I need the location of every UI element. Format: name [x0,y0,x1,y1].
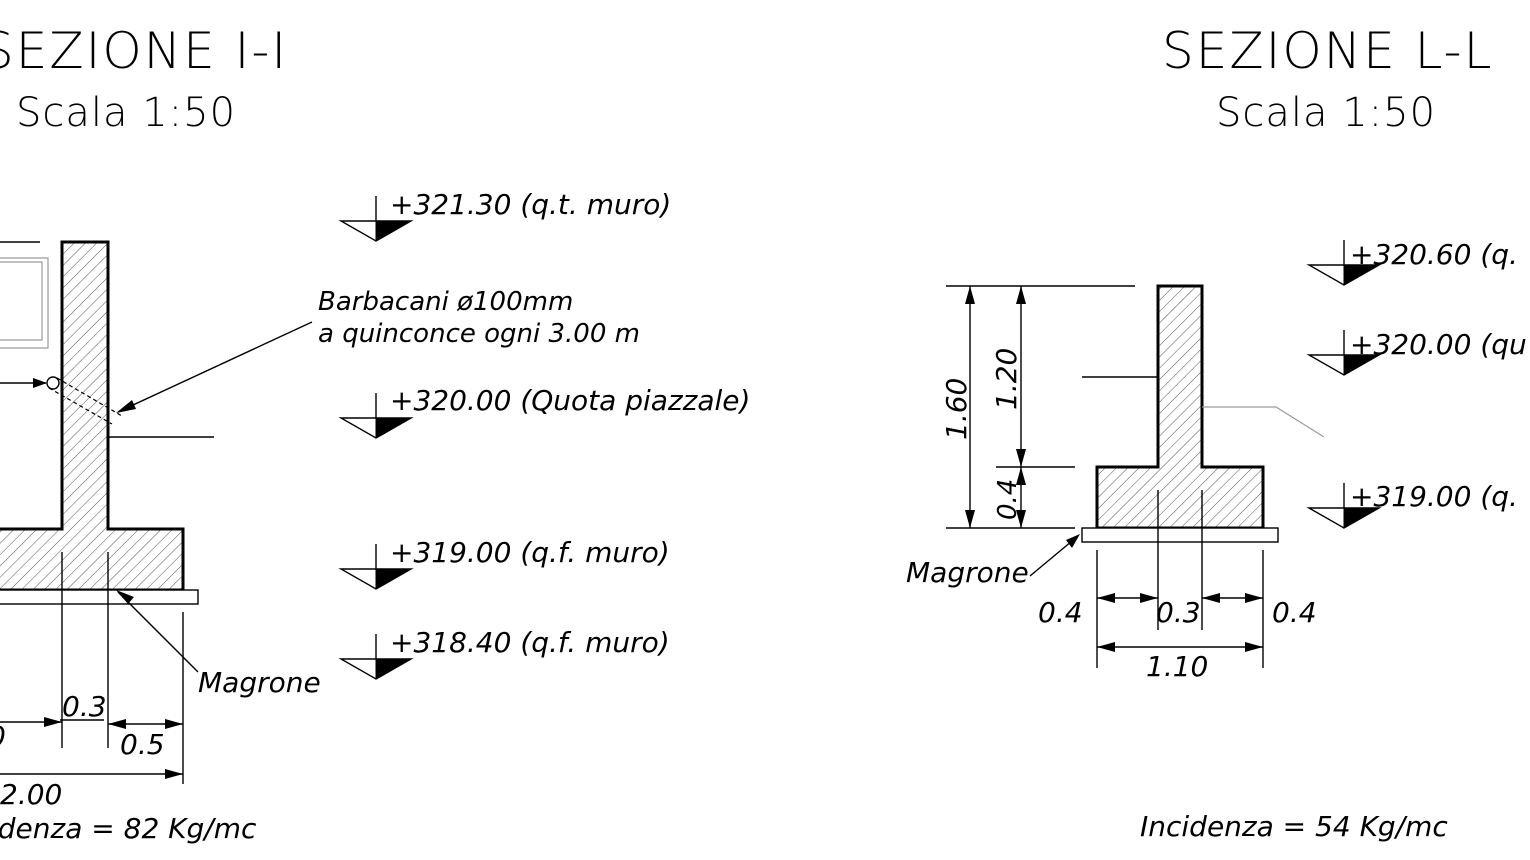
right-title: SEZIONE L-L [1162,22,1493,80]
left-incidenza: idenza = 82 Kg/mc [0,812,257,845]
note-line-1: Barbacani ø100mm [318,287,573,317]
right-dim-base-height: 0.4 [993,479,1023,520]
left-dim-heel: 0 [0,720,6,753]
left-dim-stem: 0.3 [62,690,107,723]
right-magrone-slab [1081,527,1279,543]
right-dim-total-height: 1.60 [940,378,973,440]
left-scale: Scala 1:50 [16,90,236,136]
right-dim-left: 0.4 [1038,596,1083,629]
right-scale: Scala 1:50 [1216,90,1436,136]
section-i-i: SEZIONE I-I Scala 1:50 Barbacani ø100mm … [0,22,750,845]
right-incidenza: Incidenza = 54 Kg/mc [1140,810,1448,843]
left-wall [0,240,185,592]
note-line-2: a quinconce ogni 3.00 m [318,319,640,349]
section-l-l: SEZIONE L-L Scala 1:50 1.60 1.20 0.4 [906,22,1527,843]
right-level-2: +320.00 (qu [1306,328,1527,376]
right-dim-right: 0.4 [1272,596,1317,629]
note-leader [117,321,313,413]
svg-text:+318.40 (q.f. muro): +318.40 (q.f. muro) [390,626,670,659]
left-dim-toe: 0.5 [120,728,165,761]
right-dim-stem-height: 1.20 [990,348,1023,410]
right-level-3: +319.00 (q. [1306,480,1518,529]
right-dim-stem: 0.3 [1156,596,1201,629]
left-backfill-outline-inner [0,261,43,341]
left-dim-total: 2.00 [0,778,62,811]
svg-text:+320.60 (q.: +320.60 (q. [1350,238,1518,271]
svg-text:+321.30 (q.t. muro): +321.30 (q.t. muro) [390,188,671,221]
right-ground-right [1202,406,1325,438]
svg-text:+320.00 (qu: +320.00 (qu [1350,328,1527,361]
svg-text:+319.00 (q.: +319.00 (q. [1350,480,1518,513]
left-level-1: +321.30 (q.t. muro) [338,188,671,242]
right-dim-total-width: 1.10 [1146,650,1208,683]
left-magrone-label: Magrone [198,666,321,699]
left-magrone-leader [117,591,199,673]
left-level-2: +320.00 (Quota piazzale) [338,384,750,439]
right-magrone-label: Magrone [906,556,1029,589]
left-level-4: +318.40 (q.f. muro) [338,626,670,680]
note-leader-arrow [116,400,136,413]
right-level-1: +320.60 (q. [1306,238,1518,286]
svg-text:+319.00 (q.f. muro): +319.00 (q.f. muro) [390,536,670,569]
drain-pipe [0,376,123,425]
left-magrone-slab [0,589,199,605]
left-level-3: +319.00 (q.f. muro) [338,536,670,590]
left-backfill-outline [0,257,49,349]
svg-text:+320.00 (Quota piazzale): +320.00 (Quota piazzale) [390,384,750,417]
left-title: SEZIONE I-I [0,22,288,80]
